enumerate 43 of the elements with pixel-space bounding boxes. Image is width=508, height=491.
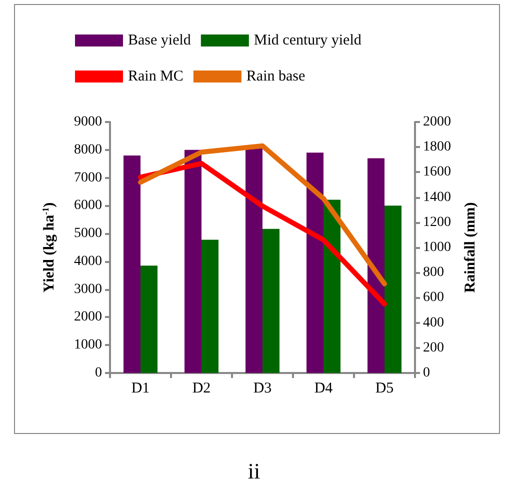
y2-tick-label: 0 [423,366,430,380]
bar [384,206,402,373]
y2-tick-label: 1800 [423,140,451,155]
y2-tick-label: 800 [423,265,444,280]
y2-tick-label: 1400 [423,190,451,205]
y-axis-title: Yield (kg ha-1) [40,202,58,293]
bar [184,150,202,373]
x-tick-label: D5 [375,380,394,396]
y2-tick-label: 400 [423,315,444,330]
y-tick-label: 0 [95,366,102,380]
text: ii [248,458,260,484]
legend-label: Base yield [128,32,192,48]
y2-tick-label: 1000 [423,240,451,255]
y-tick-label: 7000 [74,170,102,186]
y-tick-label: 6000 [74,198,102,214]
y2-axis-title: Rainfall (mm) [462,202,478,293]
x-tick-label: D3 [253,380,272,396]
y-tick-label: 9000 [74,114,102,130]
legend-label: Rain base [246,68,306,84]
y-tick-label: 4000 [74,254,102,269]
bar [202,240,218,373]
bar [324,200,340,373]
bar [306,152,324,373]
bar [124,155,140,373]
y2-tick-label: 200 [423,340,444,356]
bar [262,228,280,373]
y2-tick-label: 2000 [423,114,451,130]
x-tick-label: D1 [131,380,150,396]
y-tick-label: 2000 [74,310,102,325]
y2-tick-label: 1200 [423,214,451,230]
x-tick-label: D4 [314,380,334,396]
bar [368,158,384,373]
x-tick-label: D2 [192,380,211,396]
bar [246,147,262,373]
y2-tick-label: 1600 [423,164,451,180]
bar [140,266,158,373]
legend-label: Mid century yield [254,32,362,48]
legend-label: Rain MC [128,68,184,84]
y-tick-label: 8000 [74,142,102,158]
y-tick-label: 5000 [74,226,102,242]
y2-tick-label: 600 [423,290,444,306]
y-tick-label: 3000 [74,282,102,297]
y-tick-label: 1000 [74,338,102,353]
